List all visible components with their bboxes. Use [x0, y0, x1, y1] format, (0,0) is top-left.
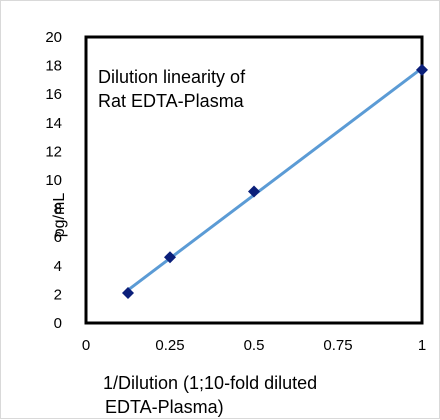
y-axis-tick-labels: 0 2 4 6 8 10 12 14 16 18 20 — [45, 29, 62, 332]
plot-area — [84, 35, 424, 325]
trendline — [127, 67, 423, 292]
x-tick-label: 0.25 — [155, 337, 184, 354]
y-tick-label: 8 — [54, 201, 62, 218]
y-tick-label: 18 — [45, 58, 62, 75]
y-tick-label: 14 — [45, 115, 62, 132]
plot-border — [84, 35, 424, 325]
y-tick-label: 16 — [45, 86, 62, 103]
data-point — [248, 185, 260, 198]
y-tick-label: 6 — [54, 229, 62, 246]
y-tick-label: 20 — [45, 29, 62, 46]
trendline-layer — [127, 67, 423, 292]
y-axis-title: pg/mL — [51, 193, 68, 238]
y-tick-label: 0 — [54, 315, 62, 332]
x-tick-label: 1 — [418, 337, 426, 354]
data-points — [122, 63, 428, 299]
x-axis-title-line-1: 1/Dilution (1;10-fold diluted — [103, 373, 317, 393]
y-tick-label: 2 — [54, 286, 62, 303]
y-tick-label: 4 — [54, 258, 62, 275]
x-tick-label: 0.5 — [244, 337, 265, 354]
x-axis-tick-labels: 0 0.25 0.5 0.75 1 — [82, 337, 426, 354]
y-tick-label: 10 — [45, 172, 62, 189]
data-point — [164, 251, 176, 264]
annotation-line-2: Rat EDTA-Plasma — [98, 91, 245, 111]
y-tick-label: 12 — [45, 143, 62, 160]
x-tick-label: 0 — [82, 337, 90, 354]
annotation-line-1: Dilution linearity of — [98, 67, 246, 87]
data-point — [122, 286, 134, 299]
data-point — [416, 63, 428, 76]
x-tick-label: 0.75 — [323, 337, 352, 354]
x-axis-title-line-2: EDTA-Plasma) — [105, 397, 224, 417]
